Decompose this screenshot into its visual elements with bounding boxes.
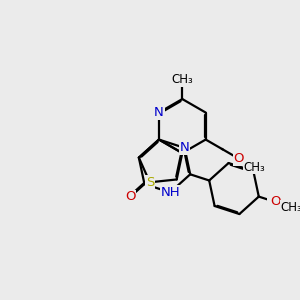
Text: NH: NH [160,186,180,199]
Text: S: S [146,176,154,189]
Text: CH₃: CH₃ [243,161,265,174]
Text: O: O [125,190,136,203]
Text: CH₃: CH₃ [171,74,193,86]
Text: N: N [154,106,164,119]
Text: N: N [180,141,190,154]
Text: O: O [270,195,280,208]
Text: CH₃: CH₃ [281,201,300,214]
Text: O: O [234,152,244,165]
